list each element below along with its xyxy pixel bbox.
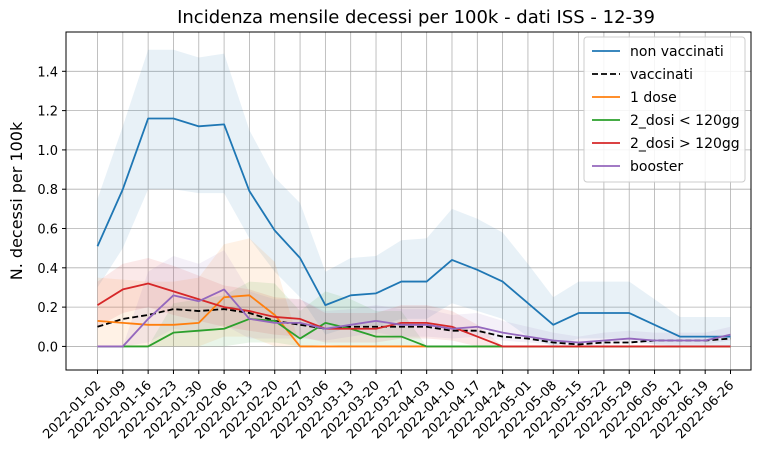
legend-box xyxy=(583,36,746,183)
y-tick-label: 1.0 xyxy=(37,144,58,159)
band-booster xyxy=(97,250,731,347)
legend-label: 2_dosi > 120gg xyxy=(630,136,740,152)
y-axis-label: N. decessi per 100k xyxy=(7,121,26,280)
band-2-dosi-120gg xyxy=(97,281,731,347)
legend: non vaccinati vaccinati 1 dose 2_dosi < 120… xyxy=(583,36,746,183)
series-line-booster xyxy=(97,288,731,348)
legend-label: 1 dose xyxy=(630,90,677,106)
legend-label: non vaccinati xyxy=(630,44,724,60)
y-tick-label: 0.2 xyxy=(37,301,58,316)
series-line-vaccinati xyxy=(97,308,731,346)
chart-title: Incidenza mensile decessi per 100k - dat… xyxy=(177,7,655,28)
y-tick-label: 1.2 xyxy=(37,105,58,120)
legend-label: 2_dosi < 120gg xyxy=(630,113,740,129)
series-line-non-vaccinati xyxy=(96,117,731,338)
band-2-dosi-120gg xyxy=(97,257,731,347)
y-tick-label: 0.0 xyxy=(37,340,58,355)
legend-label: booster xyxy=(630,159,683,175)
series-line-2-dosi-120gg xyxy=(97,282,731,348)
y-tick-label: 0.8 xyxy=(37,183,58,198)
y-tick-label: 1.4 xyxy=(37,65,58,80)
y-tick-label: 0.4 xyxy=(37,262,58,277)
band-non-vaccinati xyxy=(97,49,731,347)
series-lines xyxy=(96,117,731,348)
legend-label: vaccinati xyxy=(630,67,693,83)
axis-ticks: 2022-01-022022-01-092022-01-162022-01-23… xyxy=(37,65,737,442)
y-tick-label: 0.6 xyxy=(37,223,58,238)
plot-frame xyxy=(65,31,752,371)
